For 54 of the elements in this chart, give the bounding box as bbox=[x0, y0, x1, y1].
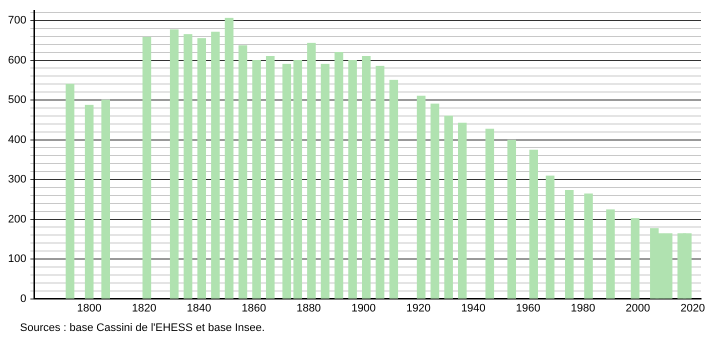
bar bbox=[376, 66, 384, 299]
bar bbox=[293, 60, 302, 299]
bar bbox=[529, 150, 538, 299]
bar bbox=[430, 104, 440, 299]
x-tick-label: 1980 bbox=[570, 302, 596, 314]
bar bbox=[564, 190, 574, 299]
y-tick-label: 300 bbox=[8, 174, 26, 186]
y-tick-label: 0 bbox=[20, 292, 26, 305]
bar bbox=[507, 140, 516, 299]
bar bbox=[630, 218, 640, 299]
x-tick-label: 1800 bbox=[76, 302, 102, 314]
bar bbox=[197, 38, 206, 299]
y-tick-label: 400 bbox=[8, 134, 26, 146]
source-note: Sources : base Cassini de l'EHESS et base Insee. bbox=[20, 322, 265, 334]
bar bbox=[66, 84, 74, 299]
bar bbox=[142, 36, 152, 299]
bar bbox=[238, 45, 248, 299]
x-tick-label: 1880 bbox=[296, 302, 321, 314]
bar bbox=[307, 42, 316, 299]
bar bbox=[101, 100, 110, 299]
bar bbox=[348, 60, 357, 299]
bar bbox=[458, 122, 467, 299]
bar bbox=[444, 116, 453, 299]
bar bbox=[389, 80, 398, 299]
x-tick-label: 1940 bbox=[461, 302, 486, 314]
bar bbox=[584, 194, 593, 299]
bar bbox=[224, 18, 234, 299]
x-tick-label: 1960 bbox=[516, 302, 540, 314]
y-tick-label: 200 bbox=[8, 213, 26, 226]
bar bbox=[362, 56, 371, 299]
bar bbox=[170, 29, 179, 299]
bar bbox=[282, 64, 292, 299]
x-tick-label: 1820 bbox=[132, 302, 156, 314]
x-tick-label: 1840 bbox=[186, 302, 212, 314]
bar bbox=[266, 56, 275, 299]
y-tick-label: 100 bbox=[8, 253, 26, 266]
bar bbox=[252, 60, 261, 299]
bar bbox=[546, 176, 554, 299]
bar bbox=[84, 104, 94, 299]
bar bbox=[211, 32, 220, 299]
y-tick-label: 600 bbox=[8, 54, 26, 66]
x-tick-label: 2000 bbox=[626, 302, 650, 314]
bar bbox=[485, 128, 494, 299]
y-tick-label: 700 bbox=[8, 14, 26, 27]
y-tick-label: 500 bbox=[8, 94, 26, 106]
bar bbox=[334, 52, 344, 299]
x-tick-label: 1900 bbox=[351, 302, 376, 314]
bar bbox=[320, 64, 330, 299]
x-tick-label: 2020 bbox=[680, 302, 706, 314]
bar bbox=[606, 209, 615, 299]
bar bbox=[416, 96, 426, 299]
x-tick-label: 1860 bbox=[242, 302, 266, 314]
x-tick-label: 1920 bbox=[406, 302, 431, 314]
bar bbox=[184, 34, 192, 299]
